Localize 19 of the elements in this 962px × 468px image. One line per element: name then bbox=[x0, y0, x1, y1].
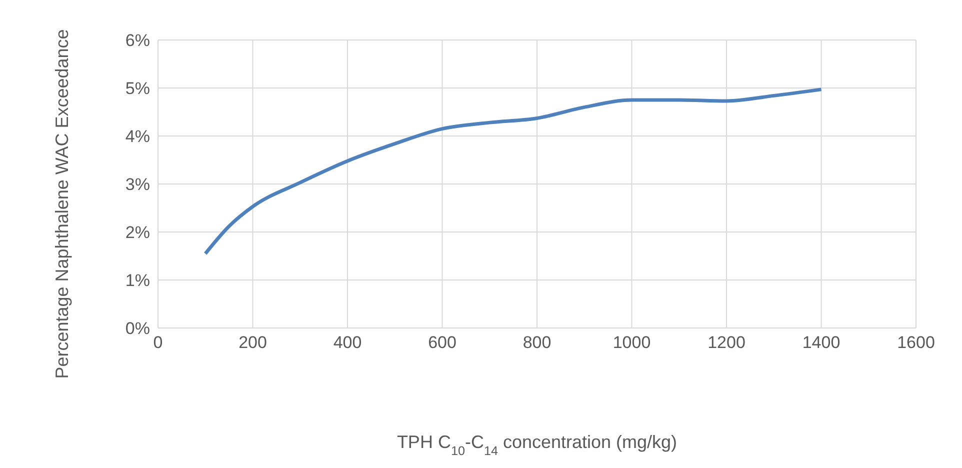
y-tick-label: 0% bbox=[125, 319, 150, 338]
y-tick-label: 3% bbox=[125, 175, 150, 194]
line-series bbox=[204, 88, 823, 256]
y-tick-label: 2% bbox=[125, 223, 150, 242]
y-tick-label: 6% bbox=[125, 31, 150, 50]
x-tick-label: 1600 bbox=[897, 333, 935, 352]
y-tick-label: 1% bbox=[125, 271, 150, 290]
x-tick-label: 0 bbox=[153, 333, 163, 352]
x-tick-label: 800 bbox=[522, 333, 552, 352]
x-tick-label: 1200 bbox=[708, 333, 746, 352]
x-tick-label: 1000 bbox=[612, 333, 651, 352]
x-axis-title: TPH C$_{10}$-C$_{14}$ concentration (mg/kg) bbox=[396, 432, 678, 458]
y-tick-label: 5% bbox=[125, 79, 150, 98]
x-tick-label: 600 bbox=[428, 333, 456, 352]
x-tick-label: 1400 bbox=[802, 333, 840, 352]
x-tick-label: 200 bbox=[238, 333, 267, 352]
y-tick-label: 4% bbox=[125, 127, 150, 146]
x-tick-label: 400 bbox=[333, 333, 362, 352]
y-axis-title: Percentage Naphthalene WAC Exceedance bbox=[52, 29, 72, 379]
